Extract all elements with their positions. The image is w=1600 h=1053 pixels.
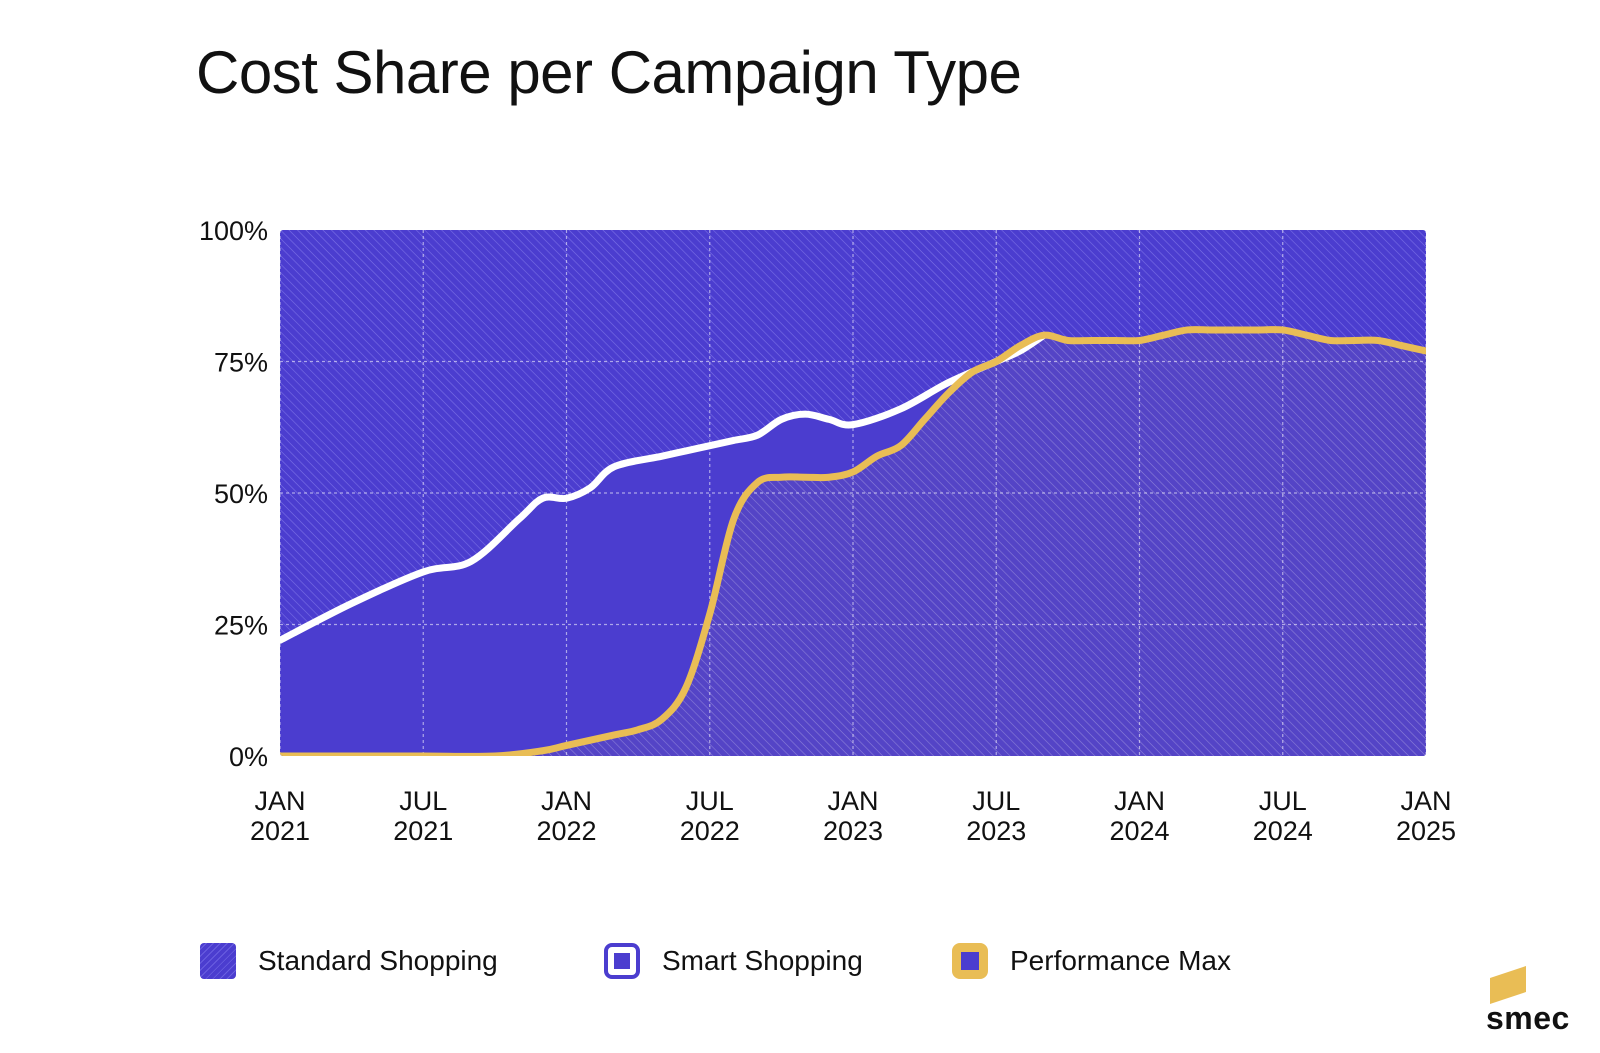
x-tick-label-year: 2024 [1109,816,1169,846]
x-tick-label-month: JUL [1259,786,1307,816]
plot-area [280,230,1426,756]
logo-text: smec [1486,1000,1570,1036]
chart-title: Cost Share per Campaign Type [196,39,1022,106]
legend-item-performance-max: Performance Max [952,940,1231,982]
y-tick-label: 100% [199,216,268,246]
x-tick-label-month: JUL [686,786,734,816]
legend-item-smart-shopping: Smart Shopping [604,940,863,982]
standard-shopping-swatch-icon [200,943,236,979]
y-tick-label: 0% [229,742,268,772]
legend-label-performance-max: Performance Max [1010,945,1231,976]
legend: Standard Shopping Smart Shopping Perform… [200,940,1300,982]
x-tick-label-year: 2023 [823,816,883,846]
line-smart-shopping [280,331,1048,644]
x-tick-label-month: JAN [827,786,878,816]
x-tick-label-year: 2023 [966,816,1026,846]
x-tick-label-month: JUL [399,786,447,816]
y-tick-label: 50% [214,479,268,509]
x-tick-label-year: 2021 [250,816,310,846]
smec-logo-icon [1490,966,1526,1004]
chart-plot: 100%75%50%25%0%JAN2021JUL2021JAN2022JUL2… [199,216,1456,846]
legend-label-standard-shopping: Standard Shopping [258,945,498,976]
x-tick-label-year: 2021 [393,816,453,846]
x-tick-label-month: JAN [254,786,305,816]
x-tick-label-month: JUL [972,786,1020,816]
legend-item-standard-shopping: Standard Shopping [200,940,498,982]
x-tick-label-year: 2025 [1396,816,1456,846]
line-performance-max [280,326,1426,756]
smec-logo: smec [1486,962,1586,1042]
y-tick-label: 75% [214,348,268,378]
legend-label-smart-shopping: Smart Shopping [662,945,863,976]
y-tick-label: 25% [214,611,268,641]
x-tick-label-year: 2022 [536,816,596,846]
smart-shopping-swatch-icon [604,943,640,979]
x-tick-label-year: 2022 [680,816,740,846]
performance-max-swatch-icon [952,943,988,979]
x-tick-label-month: JAN [1400,786,1451,816]
x-tick-label-month: JAN [1114,786,1165,816]
x-tick-label-year: 2024 [1253,816,1313,846]
x-tick-label-month: JAN [541,786,592,816]
